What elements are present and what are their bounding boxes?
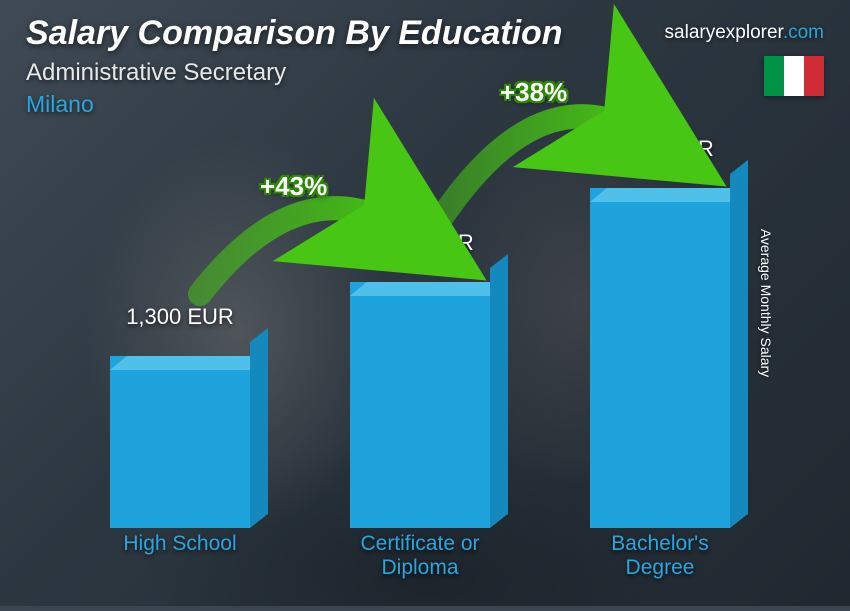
flag-stripe — [804, 56, 824, 96]
job-title: Administrative Secretary — [26, 59, 824, 87]
bar-chart: 1,300 EUR 1,860 EUR 2,570 EUR High Schoo… — [60, 140, 780, 586]
bar-value-label: 2,570 EUR — [606, 136, 714, 162]
bar-front-face — [350, 282, 490, 528]
bar-slot: 1,300 EUR — [95, 140, 265, 528]
flag-stripe — [764, 56, 784, 96]
italy-flag-icon — [764, 56, 824, 96]
bar — [590, 188, 730, 528]
bar-slot: 1,860 EUR — [335, 140, 505, 528]
brand-suffix: .com — [783, 22, 824, 43]
location: Milano — [26, 91, 824, 118]
flag-stripe — [784, 56, 804, 96]
bar — [350, 282, 490, 528]
bar — [110, 356, 250, 528]
bars-container: 1,300 EUR 1,860 EUR 2,570 EUR — [60, 140, 780, 528]
bar-category-label: Bachelor's Degree — [575, 532, 745, 586]
bar-side-face — [250, 328, 268, 528]
bar-value-label: 1,860 EUR — [366, 230, 474, 256]
bar-value-label: 1,300 EUR — [126, 304, 234, 330]
bar-front-face — [110, 356, 250, 528]
bar-category-label: High School — [95, 532, 265, 586]
bar-category-label: Certificate or Diploma — [335, 532, 505, 586]
bar-side-face — [490, 254, 508, 528]
bar-side-face — [730, 160, 748, 528]
brand-name: salaryexplorer — [665, 22, 783, 43]
bar-top-face — [590, 188, 747, 202]
bar-slot: 2,570 EUR — [575, 140, 745, 528]
bar-top-face — [110, 356, 267, 370]
bar-front-face — [590, 188, 730, 528]
brand-logo: salaryexplorer.com — [665, 22, 824, 44]
bar-top-face — [350, 282, 507, 296]
labels-container: High School Certificate or Diploma Bachelo… — [60, 532, 780, 586]
